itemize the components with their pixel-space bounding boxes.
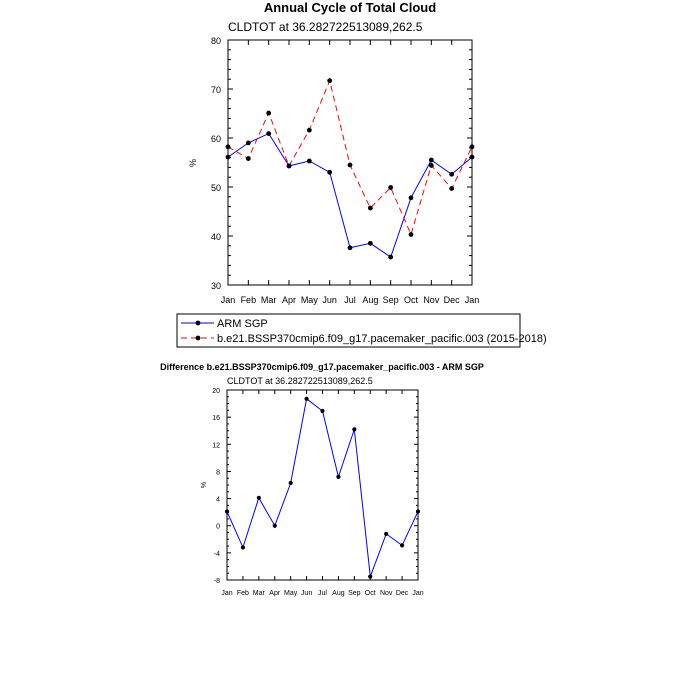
series-line-1 xyxy=(226,397,419,577)
series-2-point xyxy=(408,232,414,237)
x-tick-label: Jan xyxy=(465,295,480,305)
x-tick-label: Apr xyxy=(282,295,296,305)
chart2-title: Difference b.e21.BSSP370cmip6.f09_g17.pa… xyxy=(160,362,484,372)
x-tick-label: Nov xyxy=(380,590,393,597)
legend-box xyxy=(176,313,521,348)
y-tick-label: -4 xyxy=(214,551,220,558)
series-1-point xyxy=(225,154,231,160)
series-2-point xyxy=(449,186,455,191)
chart1-ylabel: % xyxy=(188,159,198,167)
x-tick-label: Jan xyxy=(221,590,232,597)
series-1-point xyxy=(384,531,389,536)
x-tick-label: Jan xyxy=(412,590,423,597)
chart2-subtitle: CLDTOT at 36.282722513089,262.5 xyxy=(227,376,373,386)
series-2-point xyxy=(286,163,292,169)
series-2-point xyxy=(388,185,394,190)
series-2-point xyxy=(225,144,231,150)
series-2-point xyxy=(367,205,373,211)
series-1-point xyxy=(272,523,277,528)
x-tick-label: Oct xyxy=(404,295,419,305)
x-tick-label: Aug xyxy=(332,590,345,597)
y-tick-label: 70 xyxy=(211,85,221,95)
chart1-subtitle: CLDTOT at 36.282722513089,262.5 xyxy=(228,20,423,34)
y-tick-label: 0 xyxy=(216,524,220,531)
series-1-point xyxy=(352,427,357,432)
series-2-point xyxy=(327,78,333,84)
series-1-point xyxy=(306,158,312,164)
x-tick-label: Jun xyxy=(322,295,337,305)
series-1-point xyxy=(399,543,405,548)
series-line-1 xyxy=(227,132,473,258)
series-1-point xyxy=(388,254,394,260)
y-tick-label: 30 xyxy=(211,281,221,291)
series-1-point xyxy=(347,245,353,251)
series-1-point xyxy=(245,140,251,146)
series-1-point xyxy=(367,240,373,246)
y-tick-label: 12 xyxy=(212,442,220,449)
chart1-legend: ARM SGP b.e21.BSSP370cmip6.f09_g17.pacem… xyxy=(176,313,547,348)
x-tick-label: Oct xyxy=(365,590,376,597)
chart2-border xyxy=(226,389,419,581)
x-tick-label: Dec xyxy=(396,590,409,597)
series-1-point xyxy=(408,195,414,201)
x-tick-label: Feb xyxy=(237,590,249,597)
x-tick-label: Mar xyxy=(261,295,277,305)
y-tick-label: 60 xyxy=(211,134,221,144)
x-tick-label: Apr xyxy=(269,590,281,597)
y-tick-label: 8 xyxy=(216,469,220,476)
series-1-point xyxy=(320,408,325,414)
legend-label-model: b.e21.BSSP370cmip6.f09_g17.pacemaker_pac… xyxy=(217,333,547,345)
y-tick-label: 20 xyxy=(212,388,220,395)
x-tick-label: Sep xyxy=(383,295,399,305)
legend-marker-model xyxy=(195,335,201,341)
chart2-plot-area: Jan Feb Mar Apr May Jun Jul Aug Sep Oct Nov Dec Jan-… xyxy=(212,388,424,597)
y-tick-label: 4 xyxy=(216,497,220,504)
x-tick-label: Aug xyxy=(362,295,378,305)
legend-label-arm-sgp: ARM SGP xyxy=(217,318,268,330)
legend-marker-arm-sgp xyxy=(195,320,201,326)
x-tick-label: May xyxy=(284,590,298,597)
x-tick-label: Jul xyxy=(318,590,327,597)
y-tick-label: 80 xyxy=(211,36,221,46)
series-1-point xyxy=(266,131,272,136)
series-1-point xyxy=(336,474,341,479)
x-tick-label: May xyxy=(301,295,319,305)
series-1-point xyxy=(469,154,475,160)
series-1-point xyxy=(304,396,309,401)
x-tick-label: Jul xyxy=(344,295,356,305)
series-1-point xyxy=(368,574,373,579)
y-tick-label: 16 xyxy=(212,415,220,422)
series-1-point xyxy=(449,171,455,177)
series-1-point xyxy=(240,545,246,550)
x-tick-label: Nov xyxy=(423,295,440,305)
x-tick-label: Feb xyxy=(241,295,257,305)
x-tick-label: Mar xyxy=(253,590,266,597)
y-tick-label: 40 xyxy=(211,232,221,242)
series-1-point xyxy=(327,169,333,175)
series-1-point xyxy=(428,157,434,163)
chart1-title: Annual Cycle of Total Cloud xyxy=(264,0,436,15)
series-2-point xyxy=(245,156,251,161)
series-2-point xyxy=(347,162,353,168)
x-tick-label: Jan xyxy=(221,295,236,305)
series-1-point xyxy=(415,509,421,514)
x-tick-label: Sep xyxy=(348,590,361,597)
series-2-point xyxy=(469,144,475,150)
y-tick-label: 50 xyxy=(211,183,221,193)
series-2-point xyxy=(428,163,434,168)
series-1-point xyxy=(288,480,293,486)
series-2-point xyxy=(306,127,312,133)
series-1-point xyxy=(224,509,230,514)
y-tick-label: -8 xyxy=(214,578,220,585)
series-2-point xyxy=(266,110,272,116)
series-line-2 xyxy=(227,79,473,236)
chart2-ylabel: % xyxy=(201,482,208,488)
chart1-plot-area: Jan Feb Mar Apr May Jun Jul Aug Sep Oct Nov Dec Jan3… xyxy=(211,36,479,305)
x-tick-label: Dec xyxy=(444,295,461,305)
series-1-point xyxy=(256,495,261,500)
x-tick-label: Jun xyxy=(301,590,312,597)
